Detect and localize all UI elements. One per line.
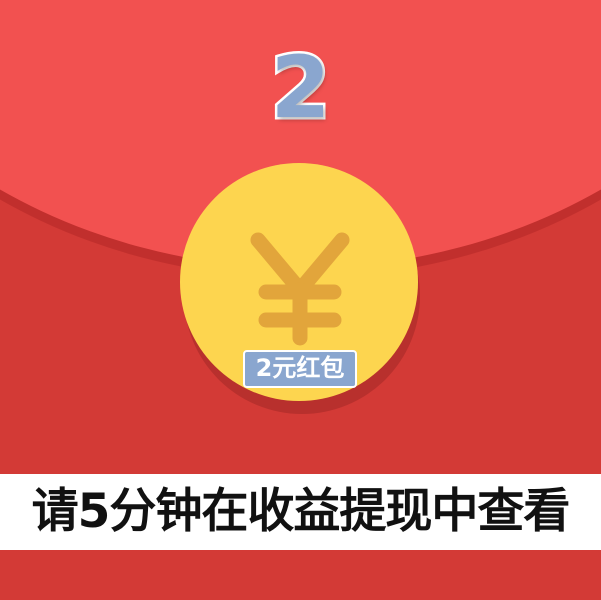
- amount-number: 2: [268, 36, 333, 141]
- notice-banner: 请5分钟在收益提现中查看: [0, 474, 601, 550]
- yen-icon: [250, 232, 350, 346]
- notice-text: 请5分钟在收益提现中查看: [31, 484, 571, 539]
- coin-label: 2元红包: [243, 350, 357, 388]
